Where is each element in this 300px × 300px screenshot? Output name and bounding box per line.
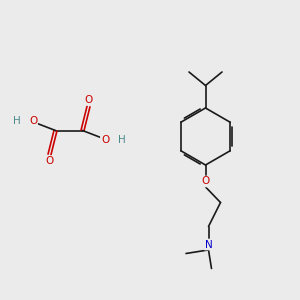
Text: O: O — [29, 116, 37, 127]
Text: O: O — [201, 176, 210, 187]
Text: O: O — [84, 95, 93, 105]
Text: O: O — [101, 134, 109, 145]
Text: H: H — [118, 134, 125, 145]
Text: O: O — [45, 156, 54, 166]
Text: N: N — [205, 239, 212, 250]
Text: H: H — [13, 116, 20, 127]
